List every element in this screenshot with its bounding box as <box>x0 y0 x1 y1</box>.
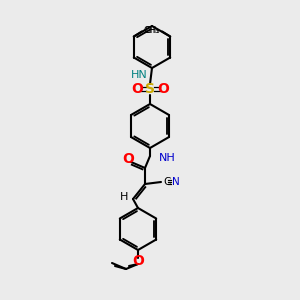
Text: CH₃: CH₃ <box>144 26 159 35</box>
Text: HN: HN <box>130 70 147 80</box>
Text: O: O <box>132 254 144 268</box>
Text: S: S <box>145 82 155 96</box>
Text: O: O <box>131 82 143 96</box>
Text: O: O <box>157 82 169 96</box>
Text: C: C <box>163 177 170 187</box>
Text: CH₃: CH₃ <box>145 26 160 35</box>
Text: H: H <box>120 192 128 202</box>
Text: NH: NH <box>159 153 176 163</box>
Text: N: N <box>172 177 180 187</box>
Text: O: O <box>122 152 134 166</box>
